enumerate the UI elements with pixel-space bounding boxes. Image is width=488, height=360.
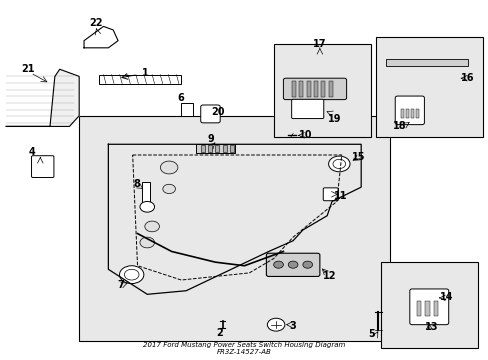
Text: 18: 18 xyxy=(392,121,406,131)
FancyBboxPatch shape xyxy=(266,253,319,276)
Text: 6: 6 xyxy=(177,93,183,103)
Bar xyxy=(410,109,413,118)
FancyBboxPatch shape xyxy=(31,156,54,177)
Text: 5: 5 xyxy=(368,329,374,339)
Text: 12: 12 xyxy=(322,271,336,282)
Circle shape xyxy=(160,161,178,174)
Circle shape xyxy=(273,261,283,268)
FancyBboxPatch shape xyxy=(283,78,346,100)
Bar xyxy=(229,145,233,153)
Text: 14: 14 xyxy=(439,292,452,302)
Bar xyxy=(299,81,303,97)
Bar xyxy=(416,301,421,316)
Bar xyxy=(433,301,437,316)
Bar xyxy=(201,145,204,153)
Text: 2: 2 xyxy=(215,328,222,338)
Text: 3: 3 xyxy=(289,321,296,331)
Circle shape xyxy=(119,266,143,284)
FancyBboxPatch shape xyxy=(380,262,477,348)
Bar xyxy=(207,145,211,153)
Circle shape xyxy=(267,318,285,331)
Bar xyxy=(313,81,317,97)
Polygon shape xyxy=(6,69,79,126)
Bar xyxy=(400,109,403,118)
Bar xyxy=(306,81,310,97)
Circle shape xyxy=(144,221,159,232)
Text: 11: 11 xyxy=(333,191,347,201)
Bar xyxy=(415,109,418,118)
Text: 15: 15 xyxy=(351,152,365,162)
Text: 7: 7 xyxy=(117,280,123,291)
Bar xyxy=(99,75,181,84)
FancyBboxPatch shape xyxy=(201,105,220,123)
Bar xyxy=(385,59,467,66)
FancyBboxPatch shape xyxy=(79,116,389,341)
FancyBboxPatch shape xyxy=(409,289,448,325)
Bar xyxy=(405,109,408,118)
FancyBboxPatch shape xyxy=(323,188,338,201)
Circle shape xyxy=(140,237,154,248)
Bar xyxy=(222,145,226,153)
Bar xyxy=(196,144,234,153)
Circle shape xyxy=(328,156,349,172)
Text: 13: 13 xyxy=(424,322,438,332)
Bar xyxy=(328,81,332,97)
FancyBboxPatch shape xyxy=(375,37,482,137)
Circle shape xyxy=(287,261,297,268)
Text: 10: 10 xyxy=(298,130,311,140)
Text: 22: 22 xyxy=(89,18,103,28)
Bar xyxy=(425,301,429,316)
Text: 21: 21 xyxy=(21,64,35,74)
FancyBboxPatch shape xyxy=(291,99,323,118)
Text: 2017 Ford Mustang Power Seats Switch Housing Diagram
FR3Z-14527-AB: 2017 Ford Mustang Power Seats Switch Hou… xyxy=(143,342,345,355)
Text: 4: 4 xyxy=(28,147,35,157)
Bar xyxy=(321,81,325,97)
Bar xyxy=(291,81,295,97)
Text: 9: 9 xyxy=(206,134,213,144)
Text: 16: 16 xyxy=(461,73,474,83)
Text: 20: 20 xyxy=(211,107,224,117)
Circle shape xyxy=(302,261,312,268)
Text: 8: 8 xyxy=(133,179,140,189)
Text: 17: 17 xyxy=(312,39,326,49)
Text: 1: 1 xyxy=(141,68,148,78)
Circle shape xyxy=(163,184,175,194)
Text: 19: 19 xyxy=(327,113,341,123)
Bar xyxy=(142,182,149,203)
FancyBboxPatch shape xyxy=(394,96,424,125)
FancyBboxPatch shape xyxy=(273,44,370,137)
Bar xyxy=(181,103,193,116)
Bar xyxy=(215,145,219,153)
Circle shape xyxy=(140,202,154,212)
